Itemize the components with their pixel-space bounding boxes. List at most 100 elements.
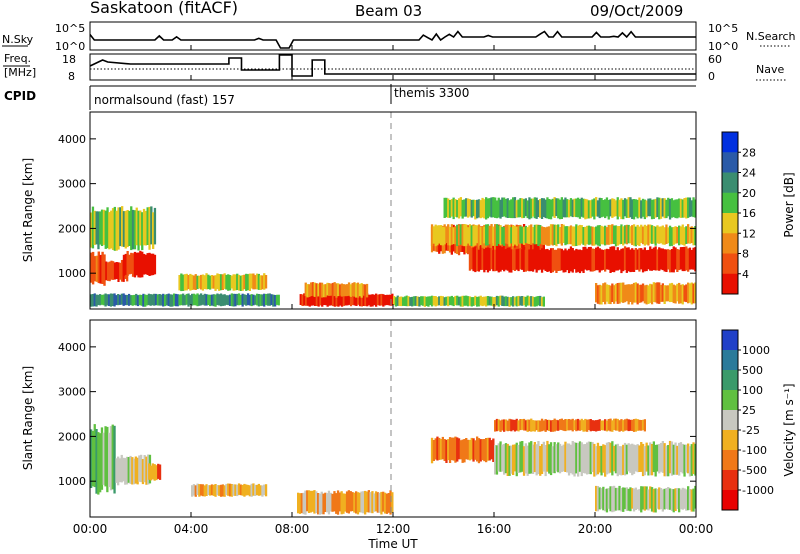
power-cell — [140, 294, 143, 306]
power-cell — [425, 296, 428, 306]
power-region-13 — [595, 282, 697, 305]
power-cell — [531, 296, 535, 307]
velocity-cell — [203, 485, 206, 497]
power-cell — [546, 248, 549, 272]
power-cell — [665, 224, 668, 244]
power-cell — [613, 285, 616, 304]
power-cell — [483, 248, 486, 273]
power-cell — [600, 285, 603, 305]
power-colorbar-segment — [722, 213, 738, 234]
power-region-11 — [430, 224, 697, 247]
velocity-cell — [436, 436, 439, 461]
power-cell — [510, 249, 513, 273]
velocity-cell — [654, 488, 657, 513]
power-cell — [641, 249, 645, 273]
power-cell — [616, 247, 619, 271]
velocity-cell — [553, 442, 556, 474]
power-cell — [259, 275, 262, 290]
power-cell — [135, 207, 138, 246]
power-cell — [503, 249, 506, 272]
power-cell — [185, 293, 188, 305]
power-cell — [506, 198, 509, 218]
power-cell — [219, 274, 223, 291]
power-cell — [328, 294, 331, 306]
power-cell — [656, 197, 659, 217]
power-cell — [692, 227, 695, 246]
power-cell — [513, 197, 517, 219]
velocity-cell — [539, 446, 542, 476]
velocity-cell — [582, 444, 585, 474]
power-cell — [501, 226, 504, 245]
velocity-cell — [602, 444, 605, 473]
power-cell — [528, 225, 531, 244]
power-cell — [555, 249, 558, 273]
power-cell — [582, 198, 585, 218]
power-cell — [654, 198, 657, 218]
velocity-cell — [546, 440, 549, 472]
power-cell — [519, 198, 522, 218]
velocity-cell — [483, 439, 486, 462]
velocity-cell — [504, 443, 508, 474]
power-cell — [542, 247, 545, 270]
power-cell — [517, 199, 520, 218]
velocity-cell — [443, 439, 446, 461]
power-cell — [567, 199, 571, 218]
power-cell — [106, 262, 110, 281]
velocity-cell — [248, 485, 251, 497]
velocity-cell — [521, 441, 524, 472]
power-cell — [124, 253, 127, 275]
power-cell — [681, 247, 684, 272]
velocity-cell — [548, 419, 551, 431]
power-cell — [596, 285, 600, 304]
power-cell — [535, 296, 538, 307]
power-cell — [223, 273, 226, 289]
power-cell — [605, 248, 609, 270]
power-cell — [678, 282, 681, 304]
power-cell — [477, 296, 481, 307]
power-cell — [685, 226, 688, 244]
power-cell — [685, 197, 688, 219]
power-cell — [542, 296, 545, 307]
power-cell — [261, 275, 264, 290]
velocity-colorbar-segment — [722, 470, 738, 491]
velocity-cell — [129, 455, 132, 484]
velocity-cell — [448, 437, 452, 463]
power-cell — [497, 296, 500, 307]
velocity-cell — [598, 445, 601, 473]
power-cell — [263, 273, 266, 290]
power-cell — [324, 284, 327, 298]
power-cell — [593, 248, 596, 272]
time-x-axis: 00:00 04:00 08:00 12:00 16:00 20:00 00:00 — [73, 45, 713, 536]
power-cell — [171, 294, 174, 307]
power-cell — [450, 199, 453, 217]
velocity-colorbar-tick-label: 25 — [742, 404, 756, 417]
velocity-cell — [497, 443, 500, 472]
velocity-cell — [439, 439, 443, 460]
power-cell — [133, 294, 136, 306]
power-cell — [513, 226, 517, 245]
velocity-cell — [614, 418, 618, 431]
velocity-cell — [158, 464, 162, 480]
velocity-cell — [255, 484, 259, 496]
velocity-cell — [683, 488, 686, 509]
velocity-cell — [335, 493, 338, 514]
velocity-cell — [602, 486, 605, 511]
velocity-cell — [501, 419, 504, 431]
power-cell — [104, 210, 107, 249]
power-cell — [212, 294, 215, 307]
power-cell — [472, 199, 475, 217]
velocity-cell — [345, 491, 349, 513]
velocity-cell — [659, 442, 663, 472]
velocity-cell — [636, 444, 639, 473]
power-cell — [562, 250, 565, 273]
power-cell — [513, 297, 517, 306]
power-cell — [461, 224, 464, 246]
velocity-cell — [557, 420, 560, 431]
velocity-cell — [506, 420, 509, 432]
velocity-cell — [558, 443, 562, 474]
velocity-cell — [625, 418, 628, 431]
velocity-cell — [528, 419, 531, 432]
power-cell — [571, 248, 574, 273]
power-cell — [264, 294, 268, 306]
velocity-cell — [252, 483, 255, 496]
